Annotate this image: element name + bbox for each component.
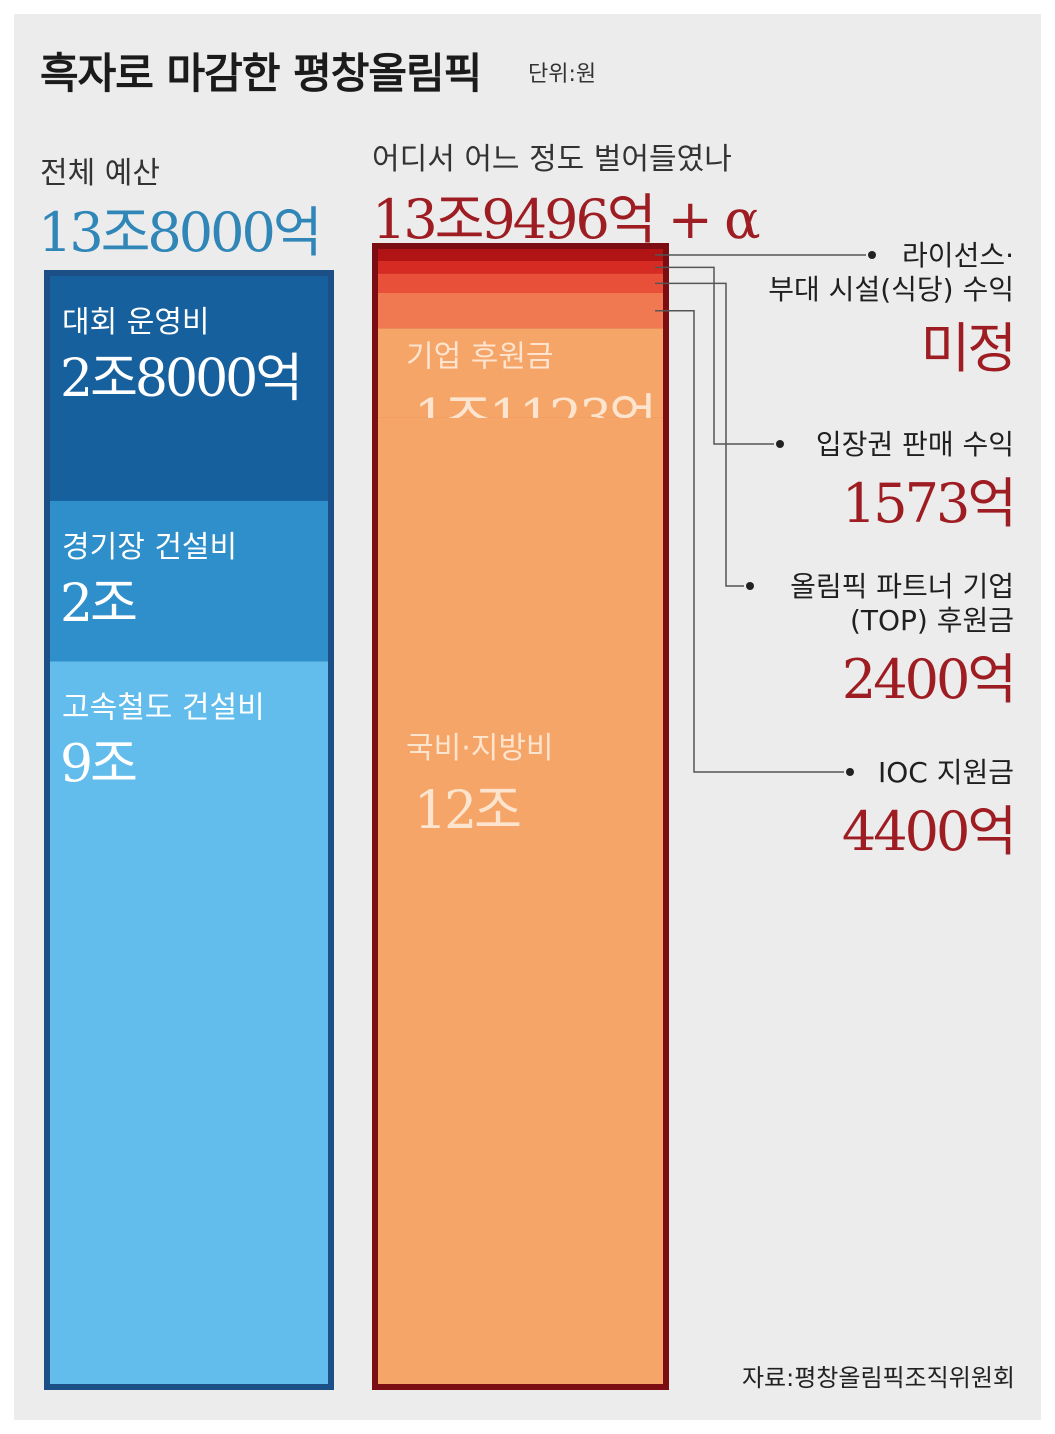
annotation-label: (TOP) 후원금 xyxy=(850,604,1014,637)
budget-segment-label: 대회 운영비 xyxy=(62,305,210,340)
budget-segment-value: 9조 xyxy=(60,734,136,794)
annotation-label: 올림픽 파트너 기업 xyxy=(790,570,1014,603)
budget-segment-value: 2조8000억 xyxy=(60,349,300,409)
leader-line xyxy=(655,309,844,773)
budget-segment-value: 2조 xyxy=(60,574,136,634)
revenue-chart-title: 어디서 어느 정도 벌어들였나 xyxy=(372,142,732,177)
annotation-label: IOC 지원금 xyxy=(878,756,1014,789)
budget-segment-label: 고속철도 건설비 xyxy=(62,690,265,725)
revenue-segment-label: 국비·지방비 xyxy=(406,731,554,766)
revenue-total-value: 13조9496억 + α xyxy=(372,188,761,251)
revenue-segment-2 xyxy=(378,261,663,274)
leader-line xyxy=(655,266,774,445)
revenue-segment-6 xyxy=(378,417,663,1384)
budget-total-value: 13조8000억 xyxy=(38,201,322,264)
budget-segment-2 xyxy=(50,500,328,662)
budget-segment-1 xyxy=(50,276,328,501)
annotation-label: 입장권 판매 수익 xyxy=(816,428,1014,461)
leader-bullet xyxy=(846,768,854,776)
annotation-value: 미정 xyxy=(921,317,1014,380)
annotation-value: 1573억 xyxy=(842,472,1014,535)
revenue-segment-1 xyxy=(378,249,663,261)
annotation-value: 2400억 xyxy=(842,648,1014,711)
chart-title: 흑자로 마감한 평창올림픽 xyxy=(40,49,482,98)
annotation-label: 라이선스· xyxy=(902,239,1014,272)
annotation-label: 부대 시설(식당) 수익 xyxy=(768,273,1014,306)
unit-label: 단위:원 xyxy=(528,62,597,87)
revenue-segment-5 xyxy=(378,328,663,418)
revenue-segment-label: 기업 후원금 xyxy=(406,339,554,374)
budget-segment-3 xyxy=(50,661,328,1384)
leader-bullet xyxy=(868,251,876,259)
leader-bullet xyxy=(776,440,784,448)
revenue-segment-4 xyxy=(378,292,663,329)
leader-bullet xyxy=(746,582,754,590)
annotation-value: 4400억 xyxy=(842,800,1014,863)
revenue-segment-value: 12조 xyxy=(414,781,520,841)
source-note: 자료:평창올림픽조직위원회 xyxy=(741,1364,1015,1392)
budget-chart-title: 전체 예산 xyxy=(40,156,160,191)
revenue-segment-3 xyxy=(378,273,663,293)
leader-line xyxy=(655,282,744,587)
budget-segment-label: 경기장 건설비 xyxy=(62,530,237,565)
